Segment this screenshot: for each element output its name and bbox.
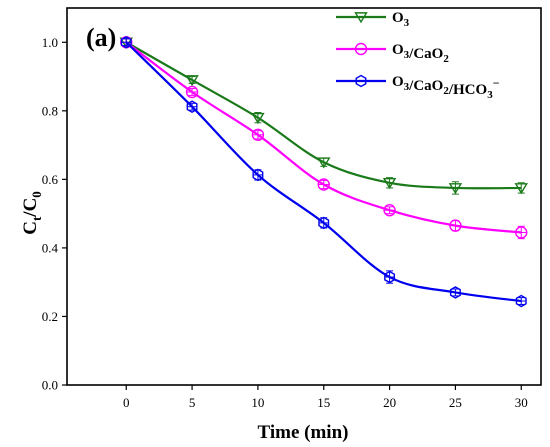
- hexagon-marker: [355, 74, 367, 88]
- legend-label: O3/CaO2/HCO3−: [392, 74, 500, 101]
- triangle-down-marker: [317, 157, 331, 169]
- panel-label: (a): [86, 23, 116, 52]
- x-tick-label: 10: [251, 395, 264, 410]
- hexagon-marker: [449, 286, 461, 299]
- y-axis-title: Ct/C0: [20, 191, 44, 235]
- triangle-down-marker: [514, 183, 528, 195]
- y-tick-label: 0.2: [42, 309, 58, 324]
- triangle-down-marker: [185, 75, 199, 87]
- hexagon-marker: [384, 270, 396, 284]
- y-tick-label: 0.4: [42, 240, 59, 255]
- series-2: [120, 36, 528, 240]
- y-tick-label: 0.8: [42, 103, 58, 118]
- triangle-down-marker: [251, 112, 265, 124]
- legend: O3 O3/CaO2 O3/CaO2/HCO3−: [336, 10, 500, 101]
- series-layer: [119, 35, 528, 308]
- axes-layer: 0 5 10 15 20 25 30 0.0 0.2 0.4 0.6 0.8 1.0: [42, 35, 528, 410]
- hexagon-marker: [252, 168, 264, 182]
- x-tick-label: 15: [317, 395, 330, 410]
- hexagon-marker: [120, 35, 132, 49]
- x-axis-title: Time (min): [258, 422, 349, 443]
- series-3: [120, 35, 527, 308]
- series-1: [119, 37, 528, 195]
- hexagon-marker: [186, 100, 198, 114]
- plot-area: [66, 7, 542, 386]
- legend-label: O3/CaO2: [392, 42, 449, 65]
- legend-label: O3: [392, 10, 410, 29]
- x-tick-label: 20: [383, 395, 396, 410]
- x-tick-label: 30: [515, 395, 528, 410]
- y-tick-label: 0.0: [42, 378, 58, 393]
- y-tick-label: 1.0: [42, 35, 58, 50]
- hexagon-marker: [318, 216, 330, 230]
- triangle-down-marker: [448, 183, 463, 195]
- plot-frame: [66, 7, 542, 386]
- y-tick-label: 0.6: [42, 172, 59, 187]
- triangle-down-marker: [354, 12, 368, 24]
- triangle-down-marker: [382, 177, 397, 190]
- series-line: [125, 41, 522, 234]
- x-tick-label: 25: [449, 395, 462, 410]
- x-tick-label: 0: [123, 395, 130, 410]
- hexagon-marker: [515, 294, 527, 308]
- x-tick-label: 5: [189, 395, 196, 410]
